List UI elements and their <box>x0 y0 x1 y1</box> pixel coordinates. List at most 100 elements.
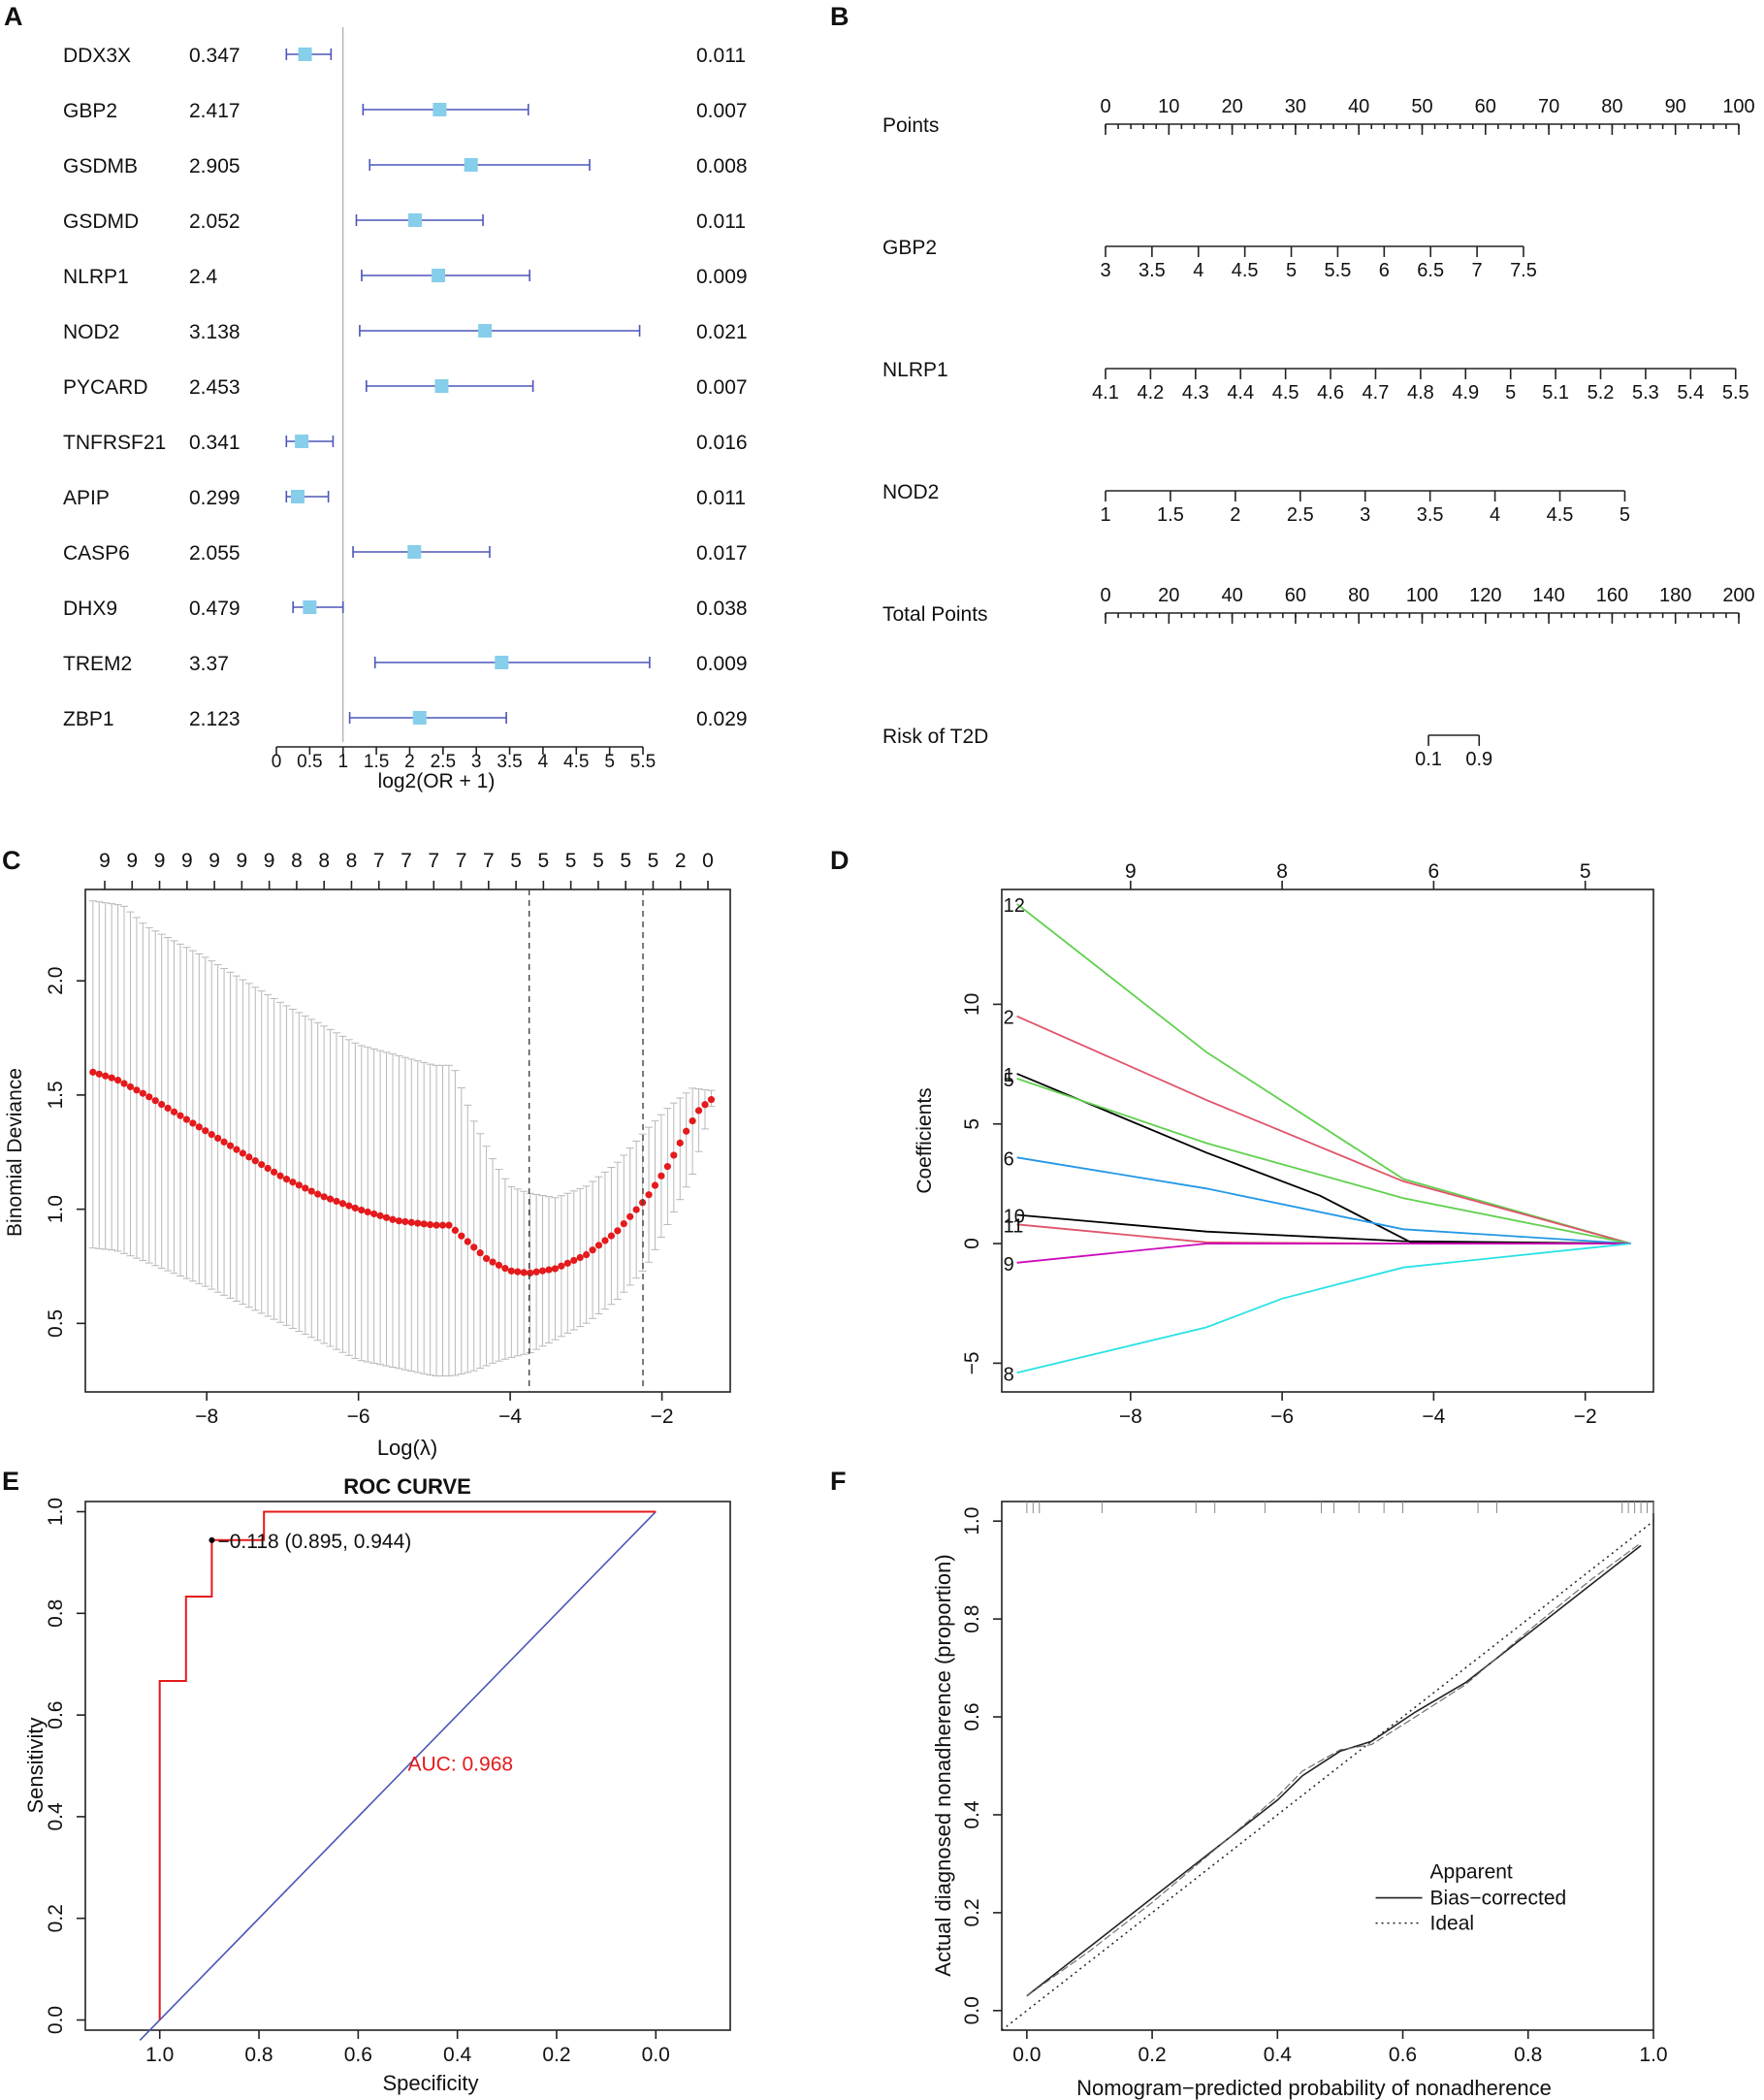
deviance-point <box>326 1195 335 1203</box>
deviance-point <box>594 1242 603 1249</box>
deviance-point <box>208 1131 215 1139</box>
ideal-line <box>1001 1520 1654 2031</box>
deviance-point <box>538 1267 547 1275</box>
deviance-point <box>151 1097 159 1105</box>
or-value: 2.453 <box>189 376 241 399</box>
nomogram-tick-label: 20 <box>1221 96 1242 117</box>
top-label: 0 <box>702 850 714 872</box>
y-tick-label: 0.2 <box>961 1898 983 1926</box>
or-value: 0.479 <box>189 598 241 620</box>
deviance-point <box>614 1227 622 1235</box>
gene-label: ZBP1 <box>63 708 114 730</box>
top-label: 8 <box>318 850 330 872</box>
x-tick-label: 1.0 <box>145 2044 174 2066</box>
point-estimate <box>412 711 427 725</box>
deviance-point <box>139 1089 146 1097</box>
gene-label: TNFRSF21 <box>63 432 166 454</box>
x-tick-label: 2 <box>404 752 415 772</box>
top-label: 5 <box>593 850 604 872</box>
deviance-point <box>507 1267 515 1275</box>
p-value: 0.038 <box>696 598 748 620</box>
deviance-point <box>164 1104 172 1113</box>
y-tick-label: 0.6 <box>45 1700 67 1728</box>
y-tick-label: −5 <box>961 1351 983 1374</box>
deviance-point <box>520 1269 528 1276</box>
deviance-point <box>589 1246 596 1254</box>
top-label: 9 <box>208 850 220 872</box>
deviance-point <box>545 1266 553 1274</box>
deviance-point <box>476 1249 484 1257</box>
top-label: 9 <box>154 850 166 872</box>
nomogram-tick-label: 160 <box>1596 585 1628 606</box>
top-label: 8 <box>346 850 358 872</box>
deviance-point <box>282 1176 291 1183</box>
nomogram-row-label: Risk of T2D <box>882 726 988 748</box>
deviance-point <box>113 1077 122 1084</box>
deviance-point <box>620 1219 627 1228</box>
nomogram-tick-label: 60 <box>1285 585 1306 606</box>
deviance-point <box>645 1191 653 1199</box>
top-label: 5 <box>620 850 631 872</box>
path-label: 2 <box>1004 1008 1014 1029</box>
bias-corrected-line <box>1026 1544 1642 1997</box>
deviance-point <box>289 1179 297 1186</box>
deviance-point <box>433 1221 440 1229</box>
x-tick-label: −4 <box>1422 1405 1445 1428</box>
coefficient-path <box>1016 1243 1631 1264</box>
deviance-point <box>601 1237 609 1244</box>
point-estimate <box>407 545 422 559</box>
x-tick-label: 0.4 <box>1264 2044 1293 2066</box>
deviance-point <box>676 1139 684 1147</box>
deviance-point <box>233 1146 241 1153</box>
deviance-point <box>120 1080 128 1087</box>
deviance-point <box>307 1187 315 1195</box>
nomogram-tick-label: 4.6 <box>1317 382 1344 404</box>
deviance-point <box>258 1161 266 1169</box>
plot-frame-c <box>84 888 731 1393</box>
nomogram-tick-label: 4.4 <box>1227 382 1254 404</box>
deviance-point <box>501 1264 509 1273</box>
y-tick-label: 5 <box>961 1118 983 1130</box>
deviance-point <box>302 1184 309 1192</box>
deviance-point <box>707 1096 716 1104</box>
deviance-point <box>345 1202 353 1210</box>
top-label: 9 <box>237 850 248 872</box>
top-label: 7 <box>373 850 385 872</box>
deviance-point <box>607 1232 615 1240</box>
xlabel-e: Specificity <box>382 2071 478 2095</box>
gene-label: PYCARD <box>63 376 148 399</box>
gene-label: DDX3X <box>63 45 131 67</box>
nomogram-tick-label: 4.5 <box>1272 382 1299 404</box>
x-tick-label: 5.5 <box>630 752 656 772</box>
p-value: 0.029 <box>696 708 748 730</box>
point-estimate <box>464 158 478 172</box>
gene-label: CASP6 <box>63 542 130 565</box>
point-estimate <box>290 490 305 503</box>
ylabel-d: Coefficients <box>914 1087 936 1193</box>
y-tick-label: 10 <box>961 993 983 1016</box>
nomogram-tick-label: 6 <box>1379 260 1390 281</box>
xlabel-c: Log(λ) <box>377 1436 437 1460</box>
deviance-point <box>276 1172 284 1179</box>
deviance-point <box>182 1115 191 1123</box>
nomogram-row-label: NOD2 <box>882 481 939 503</box>
nomogram-tick-label: 5 <box>1620 504 1630 526</box>
nomogram-tick-label: 20 <box>1158 585 1179 606</box>
ylabel-c: Binomial Deviance <box>4 1068 26 1237</box>
p-value: 0.021 <box>696 321 748 343</box>
xlabel-f: Nomogram−predicted probability of nonadh… <box>1076 2076 1552 2100</box>
y-tick-label: 1.0 <box>45 1498 67 1526</box>
x-tick-label: 0.8 <box>244 2044 273 2066</box>
x-tick-label: 0.5 <box>297 752 322 772</box>
nomogram-tick-label: 3 <box>1360 504 1370 526</box>
x-tick-label: 0.0 <box>1012 2044 1041 2066</box>
deviance-point <box>133 1086 141 1094</box>
deviance-point <box>89 1068 97 1076</box>
x-tick-label: 4.5 <box>563 752 589 772</box>
nomogram-tick-label: 10 <box>1158 96 1179 117</box>
nomogram-tick-label: 80 <box>1348 585 1369 606</box>
nomogram-tick-label: 30 <box>1285 96 1306 117</box>
deviance-point <box>407 1218 415 1226</box>
nomogram-tick-label: 7.5 <box>1510 260 1537 281</box>
